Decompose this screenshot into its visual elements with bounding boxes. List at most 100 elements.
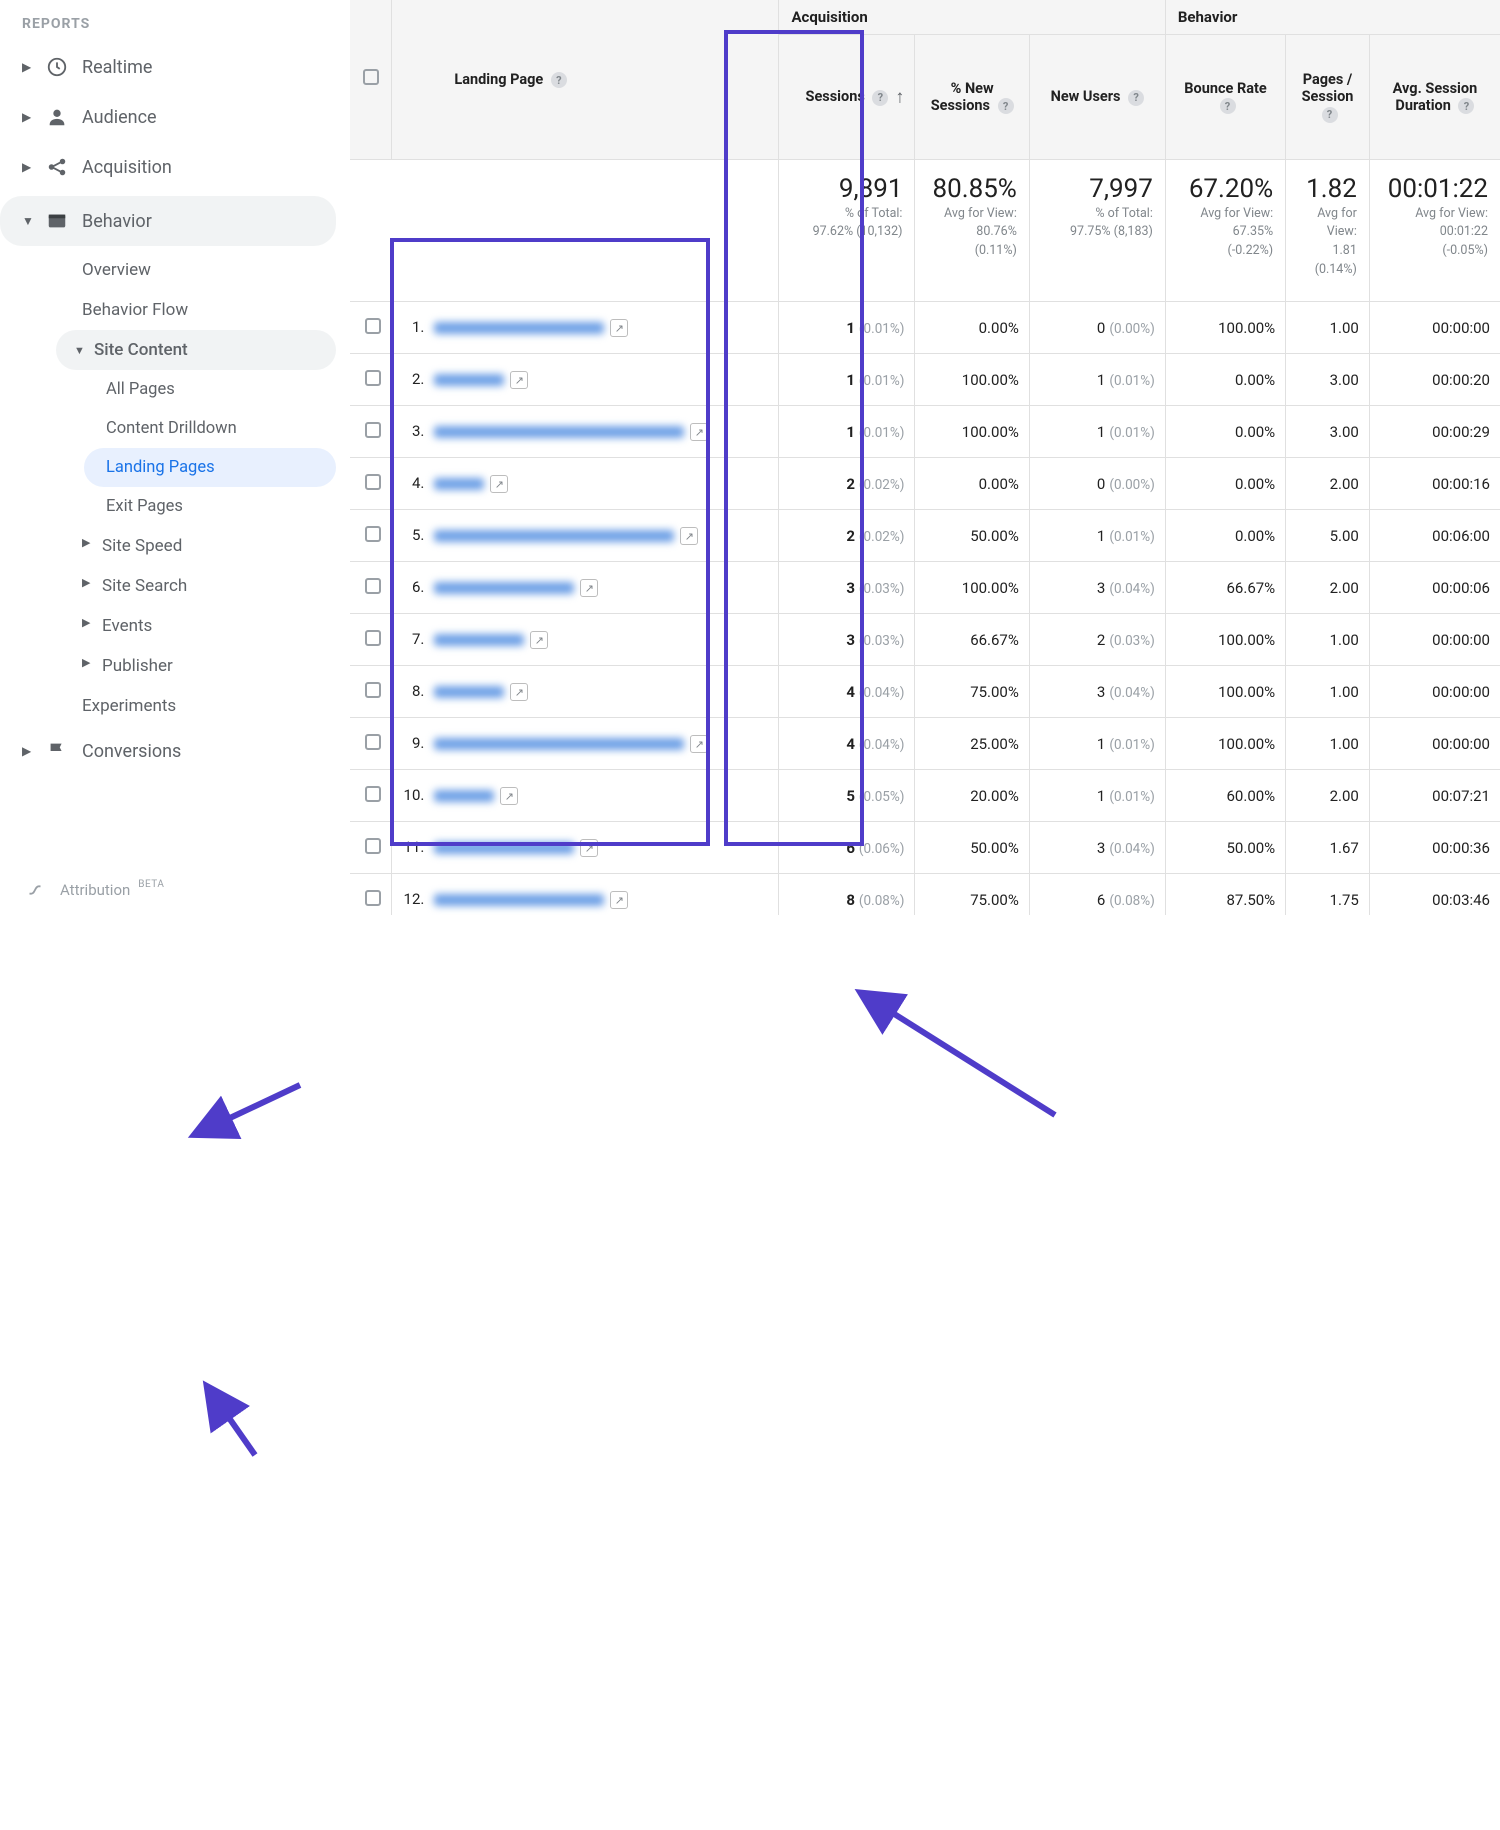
nav-acquisition[interactable]: ▶ Acquisition — [0, 142, 350, 192]
external-link-icon[interactable]: ↗ — [690, 423, 708, 441]
chevron-right-icon: ▶ — [22, 110, 32, 124]
col-new-users[interactable]: New Users — [1051, 88, 1121, 105]
row-checkbox[interactable] — [365, 838, 381, 854]
help-icon[interactable]: ? — [551, 72, 567, 88]
row-checkbox[interactable] — [365, 526, 381, 542]
table-row[interactable]: 11.↗6(0.06%)50.00%3(0.04%)50.00%1.6700:0… — [350, 822, 1500, 874]
nav-attribution[interactable]: Attribution BETA — [24, 879, 170, 901]
row-checkbox[interactable] — [365, 682, 381, 698]
new-users-pct: (0.00%) — [1109, 321, 1155, 337]
row-checkbox[interactable] — [365, 786, 381, 802]
help-icon[interactable]: ? — [1458, 98, 1474, 114]
table-row[interactable]: 3.↗1(0.01%)100.00%1(0.01%)0.00%3.0000:00… — [350, 406, 1500, 458]
row-checkbox[interactable] — [365, 370, 381, 386]
row-checkbox[interactable] — [365, 890, 381, 906]
external-link-icon[interactable]: ↗ — [580, 579, 598, 597]
nav-label: Behavior — [82, 211, 152, 232]
select-all-checkbox[interactable] — [363, 69, 379, 85]
row-checkbox[interactable] — [365, 734, 381, 750]
pages-session-value: 1.00 — [1286, 666, 1370, 718]
new-users-pct: (0.00%) — [1109, 477, 1155, 493]
row-checkbox[interactable] — [365, 474, 381, 490]
square-icon — [46, 210, 68, 232]
table-row[interactable]: 12.↗8(0.08%)75.00%6(0.08%)87.50%1.7500:0… — [350, 874, 1500, 916]
sub-events[interactable]: ▶ Events — [56, 606, 350, 646]
table-row[interactable]: 7.↗3(0.03%)66.67%2(0.03%)100.00%1.0000:0… — [350, 614, 1500, 666]
table-row[interactable]: 5.↗2(0.02%)50.00%1(0.01%)0.00%5.0000:06:… — [350, 510, 1500, 562]
pct-new-sessions-value: 66.67% — [915, 614, 1029, 666]
row-checkbox[interactable] — [365, 578, 381, 594]
sub-all-pages[interactable]: All Pages — [84, 370, 350, 409]
landing-page-link[interactable] — [434, 478, 484, 490]
external-link-icon[interactable]: ↗ — [690, 735, 708, 753]
row-checkbox[interactable] — [365, 422, 381, 438]
table-row[interactable]: 1.↗1(0.01%)0.00%0(0.00%)100.00%1.0000:00… — [350, 302, 1500, 354]
sub-site-speed[interactable]: ▶ Site Speed — [56, 526, 350, 566]
behavior-submenu: Overview Behavior Flow ▼ Site Content Al… — [0, 250, 350, 726]
table-row[interactable]: 4.↗2(0.02%)0.00%0(0.00%)0.00%2.0000:00:1… — [350, 458, 1500, 510]
row-index: 11. — [400, 838, 424, 856]
external-link-icon[interactable]: ↗ — [530, 631, 548, 649]
sub-publisher[interactable]: ▶ Publisher — [56, 646, 350, 686]
landing-page-link[interactable] — [434, 530, 674, 542]
table-row[interactable]: 9.↗4(0.04%)25.00%1(0.01%)100.00%1.0000:0… — [350, 718, 1500, 770]
sub-overview[interactable]: Overview — [56, 250, 350, 290]
pct-new-sessions-value: 75.00% — [915, 874, 1029, 916]
landing-page-link[interactable] — [434, 686, 504, 698]
pct-new-sessions-value: 75.00% — [915, 666, 1029, 718]
table-row[interactable]: 8.↗4(0.04%)75.00%3(0.04%)100.00%1.0000:0… — [350, 666, 1500, 718]
table-row[interactable]: 10.↗5(0.05%)20.00%1(0.01%)60.00%2.0000:0… — [350, 770, 1500, 822]
bounce-rate-value: 0.00% — [1165, 510, 1285, 562]
external-link-icon[interactable]: ↗ — [580, 839, 598, 857]
sub-landing-pages[interactable]: Landing Pages — [84, 448, 336, 487]
nav-realtime[interactable]: ▶ Realtime — [0, 42, 350, 92]
nav-conversions[interactable]: ▶ Conversions — [0, 726, 350, 776]
row-index: 5. — [400, 526, 424, 544]
external-link-icon[interactable]: ↗ — [510, 683, 528, 701]
help-icon[interactable]: ? — [1322, 107, 1338, 123]
col-pct-new-sessions[interactable]: % New Sessions — [931, 80, 994, 114]
help-icon[interactable]: ? — [872, 90, 888, 106]
nav-behavior[interactable]: ▼ Behavior — [0, 196, 336, 246]
external-link-icon[interactable]: ↗ — [680, 527, 698, 545]
new-users-value: 1 — [1097, 735, 1105, 753]
sub-behavior-flow[interactable]: Behavior Flow — [56, 290, 350, 330]
landing-page-link[interactable] — [434, 426, 684, 438]
landing-page-link[interactable] — [434, 374, 504, 386]
col-sessions[interactable]: Sessions — [806, 88, 865, 105]
person-icon — [46, 106, 68, 128]
sub-site-content[interactable]: ▼ Site Content — [56, 330, 336, 370]
table-row[interactable]: 2.↗1(0.01%)100.00%1(0.01%)0.00%3.0000:00… — [350, 354, 1500, 406]
col-pages-session[interactable]: Pages / Session — [1302, 71, 1354, 105]
external-link-icon[interactable]: ↗ — [500, 787, 518, 805]
col-landing-page[interactable]: Landing Page — [454, 71, 543, 88]
external-link-icon[interactable]: ↗ — [490, 475, 508, 493]
landing-page-link[interactable] — [434, 842, 574, 854]
landing-page-link[interactable] — [434, 894, 604, 906]
sort-asc-icon[interactable]: ↑ — [895, 86, 904, 107]
nav-audience[interactable]: ▶ Audience — [0, 92, 350, 142]
external-link-icon[interactable]: ↗ — [610, 891, 628, 909]
help-icon[interactable]: ? — [998, 98, 1014, 114]
help-icon[interactable]: ? — [1220, 98, 1236, 114]
sub-site-search[interactable]: ▶ Site Search — [56, 566, 350, 606]
landing-page-link[interactable] — [434, 582, 574, 594]
external-link-icon[interactable]: ↗ — [610, 319, 628, 337]
sub-content-drilldown[interactable]: Content Drilldown — [84, 409, 350, 448]
row-index: 7. — [400, 630, 424, 648]
sub-exit-pages[interactable]: Exit Pages — [84, 487, 350, 526]
row-index: 8. — [400, 682, 424, 700]
external-link-icon[interactable]: ↗ — [510, 371, 528, 389]
table-row[interactable]: 6.↗3(0.03%)100.00%3(0.04%)66.67%2.0000:0… — [350, 562, 1500, 614]
help-icon[interactable]: ? — [1128, 90, 1144, 106]
chevron-right-icon: ▶ — [82, 576, 92, 596]
row-checkbox[interactable] — [365, 630, 381, 646]
landing-page-link[interactable] — [434, 790, 494, 802]
landing-page-link[interactable] — [434, 634, 524, 646]
sub-experiments[interactable]: Experiments — [56, 686, 350, 726]
landing-page-link[interactable] — [434, 322, 604, 334]
landing-page-link[interactable] — [434, 738, 684, 750]
row-checkbox[interactable] — [365, 318, 381, 334]
bounce-rate-value: 100.00% — [1165, 614, 1285, 666]
col-bounce-rate[interactable]: Bounce Rate — [1184, 80, 1266, 97]
